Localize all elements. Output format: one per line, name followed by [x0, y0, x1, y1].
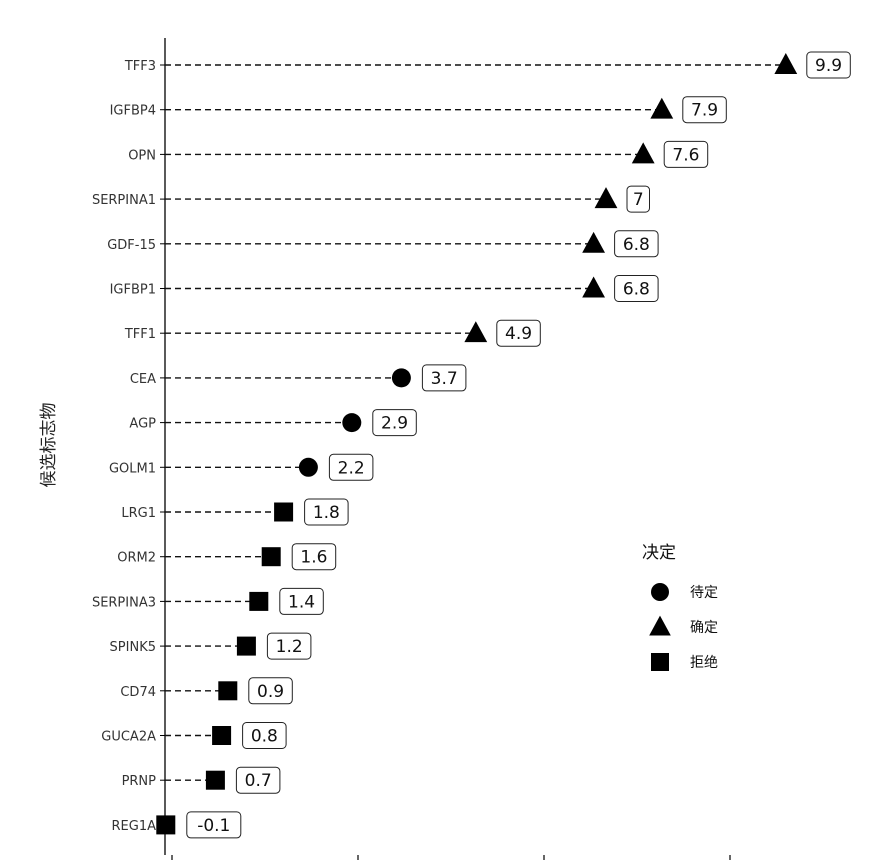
legend: 决定 待定确定拒绝	[642, 543, 718, 671]
legend-title: 决定	[642, 543, 676, 563]
y-tick-label: GDF-15	[107, 238, 156, 253]
data-row: OPN 7.6	[128, 141, 707, 167]
data-label: 1.6	[300, 548, 327, 568]
y-tick-label: TFF1	[124, 327, 156, 342]
legend-triangle-icon	[649, 616, 671, 636]
y-tick-label: AGP	[129, 417, 156, 432]
data-point	[650, 98, 673, 119]
data-row: PRNP 0.7	[122, 767, 280, 793]
y-tick-label: OPN	[128, 148, 156, 163]
legend-circle-icon	[651, 583, 669, 601]
data-row: ORM2 1.6	[117, 544, 335, 570]
data-label: 7	[633, 190, 644, 210]
data-label: 9.9	[815, 56, 842, 76]
y-tick-label: SPINK5	[110, 640, 156, 655]
data-row: IGFBP4 7.9	[110, 97, 727, 123]
data-row: GDF-15 6.8	[107, 231, 658, 257]
legend-item: 拒绝	[651, 653, 718, 671]
data-point	[274, 503, 293, 522]
y-tick-label: ORM2	[117, 551, 156, 566]
y-tick-label: GUCA2A	[101, 730, 156, 745]
data-label: 4.9	[505, 324, 532, 344]
data-row: SERPINA1 7	[92, 186, 650, 212]
legend-item-label: 拒绝	[690, 655, 718, 671]
legend-item-label: 确定	[690, 620, 718, 636]
data-label: 6.8	[623, 235, 650, 255]
y-tick-label: LRG1	[121, 506, 156, 521]
data-label: 6.8	[623, 280, 650, 300]
data-point	[582, 232, 605, 253]
y-tick-label: CEA	[130, 372, 156, 387]
y-tick-label: IGFBP1	[110, 283, 156, 298]
data-row: CD74 0.9	[120, 678, 292, 704]
data-point	[218, 681, 237, 700]
data-row: TFF3 9.9	[124, 52, 850, 78]
data-point	[392, 368, 411, 387]
data-row: GUCA2A 0.8	[101, 723, 286, 749]
y-tick-label: PRNP	[122, 774, 157, 789]
data-row: TFF1 4.9	[124, 320, 540, 346]
data-label: 1.8	[313, 503, 340, 523]
data-label: 7.6	[672, 145, 699, 165]
data-point	[156, 815, 175, 834]
y-tick-label: TFF3	[124, 59, 156, 74]
data-point	[632, 142, 655, 163]
y-axis-label: 候选标志物	[39, 403, 59, 488]
chart-rows: TFF3 9.9 IGFBP4 7.9 OPN 7.6 SERPINA1 7 GDF-15 6.8…	[92, 52, 850, 838]
y-tick-label: REG1A	[112, 819, 157, 834]
data-point	[342, 413, 361, 432]
legend-item-label: 待定	[690, 585, 718, 601]
data-point	[212, 726, 231, 745]
y-tick-label: GOLM1	[109, 461, 156, 476]
legend-item: 确定	[649, 616, 718, 636]
data-row: REG1A -0.1	[112, 812, 241, 838]
data-label: 0.7	[245, 771, 272, 791]
legend-square-icon	[651, 653, 669, 671]
y-tick-label: SERPINA1	[92, 193, 156, 208]
data-point	[262, 547, 281, 566]
data-point	[464, 321, 487, 342]
data-row: IGFBP1 6.8	[110, 276, 659, 302]
data-label: 0.8	[251, 727, 278, 747]
data-row: CEA 3.7	[130, 365, 466, 391]
data-label: -0.1	[197, 816, 230, 836]
y-tick-label: SERPINA3	[92, 595, 156, 610]
legend-item: 待定	[651, 583, 718, 601]
data-label: 7.9	[691, 101, 718, 121]
data-point	[299, 458, 318, 477]
data-point	[774, 53, 797, 74]
data-label: 2.9	[381, 414, 408, 434]
data-row: LRG1 1.8	[121, 499, 348, 525]
data-label: 1.2	[276, 637, 303, 657]
data-point	[237, 637, 256, 656]
data-label: 2.2	[338, 458, 365, 478]
data-row: AGP 2.9	[129, 410, 416, 436]
y-tick-label: IGFBP4	[110, 104, 156, 119]
data-point	[249, 592, 268, 611]
data-row: SPINK5 1.2	[110, 633, 311, 659]
data-label: 1.4	[288, 592, 315, 612]
data-label: 0.9	[257, 682, 284, 702]
legend-items: 待定确定拒绝	[649, 583, 718, 671]
data-row: SERPINA3 1.4	[92, 588, 323, 614]
data-label: 3.7	[431, 369, 458, 389]
y-tick-label: CD74	[120, 685, 156, 700]
data-point	[206, 771, 225, 790]
data-point	[595, 187, 618, 208]
data-point	[582, 277, 605, 298]
data-row: GOLM1 2.2	[109, 454, 373, 480]
